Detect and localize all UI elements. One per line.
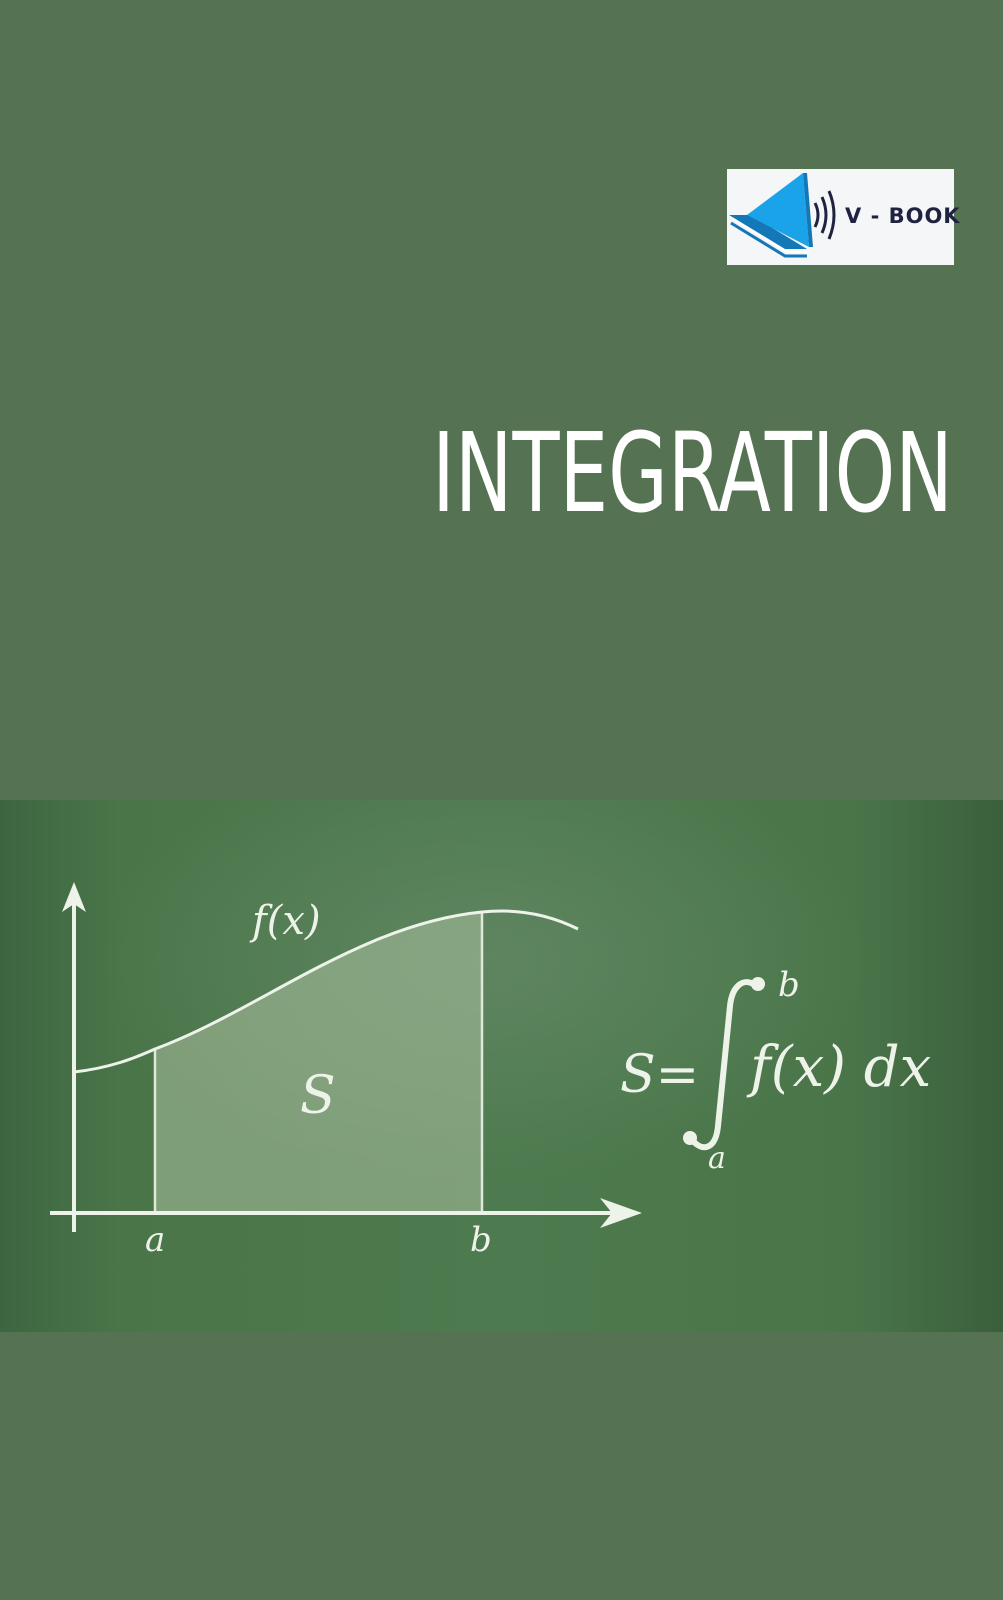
function-curve bbox=[73, 909, 579, 1074]
x-axis-arrow bbox=[600, 1198, 642, 1228]
y-axis-arrow bbox=[62, 882, 86, 912]
vbook-logo: V - BOOK bbox=[727, 169, 960, 265]
area-label: S bbox=[300, 1066, 336, 1126]
integral-diagram: f(x) S a b S= b a f(x) dx bbox=[50, 882, 931, 1260]
logo-text: V - BOOK bbox=[845, 204, 961, 228]
lower-limit-label: a bbox=[145, 1220, 165, 1260]
integral-sign bbox=[691, 979, 759, 1151]
formula-upper-limit: b bbox=[778, 965, 800, 1005]
area-under-curve bbox=[155, 912, 482, 1213]
curve-label: f(x) bbox=[249, 898, 321, 944]
book-title: INTEGRATION bbox=[432, 409, 953, 537]
book-play-sound-icon bbox=[729, 173, 836, 258]
formula-lower-limit: a bbox=[708, 1141, 726, 1176]
formula-integrand: f(x) dx bbox=[746, 1035, 931, 1100]
chalkboard-illustration: f(x) S a b S= b a f(x) dx bbox=[0, 800, 1003, 1332]
upper-limit-label: b bbox=[470, 1220, 492, 1260]
formula-lhs: S= bbox=[620, 1045, 699, 1105]
